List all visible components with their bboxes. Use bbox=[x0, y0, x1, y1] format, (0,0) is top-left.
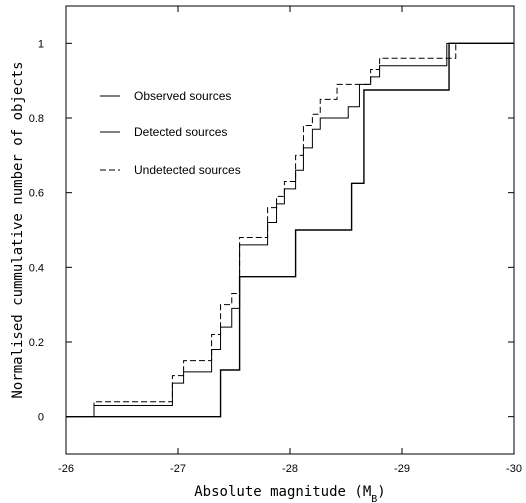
x-axis-title-suffix: ) bbox=[377, 484, 385, 500]
y-tick-label: 0.4 bbox=[29, 262, 44, 274]
ticks-layer: -26 -27 -28 -29 -30 0 0.2 0.4 0.6 0.8 1 bbox=[29, 6, 522, 475]
legend: Observed sources Detected sources Undetect… bbox=[100, 89, 241, 177]
legend-label: Undetected sources bbox=[134, 163, 241, 177]
x-axis-title-main: Absolute magnitude (M bbox=[194, 484, 371, 500]
y-tick-label: 1 bbox=[38, 38, 44, 50]
y-tick-label: 0 bbox=[38, 412, 44, 424]
y-tick-label: 0.8 bbox=[29, 113, 44, 125]
plot-frame bbox=[65, 5, 515, 455]
legend-label: Observed sources bbox=[134, 89, 231, 103]
x-tick-label: -29 bbox=[394, 463, 410, 475]
x-tick-label: -26 bbox=[58, 463, 74, 475]
series-line-observed-sources bbox=[66, 42, 514, 418]
x-axis-title: Absolute magnitude (MB) bbox=[194, 484, 385, 503]
y-axis-title: Normalised cummulative number of objects bbox=[10, 61, 26, 398]
series-line-detected-sources bbox=[66, 42, 514, 418]
x-tick-label: -27 bbox=[170, 463, 186, 475]
y-tick-label: 0.6 bbox=[29, 188, 44, 200]
series-layer bbox=[66, 42, 514, 418]
x-axis-title-subscript: B bbox=[371, 494, 377, 503]
series-line-undetected-sources bbox=[66, 42, 514, 418]
x-tick-label: -28 bbox=[282, 463, 298, 475]
legend-label: Detected sources bbox=[134, 125, 227, 139]
x-tick-label: -30 bbox=[506, 463, 522, 475]
y-tick-label: 0.2 bbox=[29, 337, 44, 349]
